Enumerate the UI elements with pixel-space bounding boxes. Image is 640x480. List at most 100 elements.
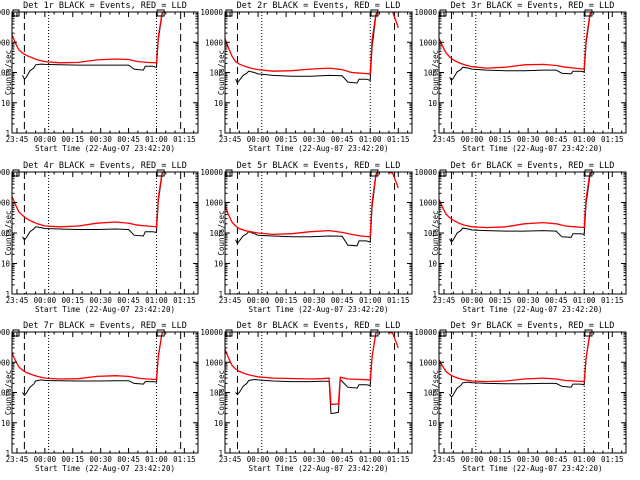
x-axis-label: Start Time (22-Aug-07 23:42:20) (35, 464, 175, 473)
series-line-events (449, 12, 592, 82)
x-tick-label: 01:15 (387, 135, 410, 144)
y-tick-label: 10000 (414, 328, 437, 337)
x-tick-label: 00:45 (545, 296, 568, 305)
x-tick-label: 01:15 (173, 135, 196, 144)
chart-panel-6: Det 6r BLACK = Events, RED = LLD 1 10 100 10… (414, 161, 627, 314)
chart-panel-7: Det 7r BLACK = Events, RED = LLD 1 10 100 10… (0, 321, 199, 473)
y-tick-label: 100 (423, 229, 437, 238)
chart-title: Det 1r BLACK = Events, RED = LLD (23, 1, 187, 11)
y-tick-label: 10000 (0, 168, 10, 177)
y-tick-label: 10 (428, 419, 438, 428)
y-tick-label: 10 (1, 260, 11, 269)
y-tick-label: 10000 (200, 328, 223, 337)
chart-title: Det 6r BLACK = Events, RED = LLD (451, 161, 615, 171)
x-tick-label: 23:45 (219, 296, 242, 305)
y-tick-label: 100 (423, 69, 437, 78)
x-tick-label: 01:00 (359, 296, 382, 305)
y-tick-label: 100 (423, 389, 437, 398)
x-tick-label: 00:15 (275, 455, 298, 464)
y-axis-label: Counts/sec (217, 370, 226, 415)
y-tick-label: 1 (432, 290, 437, 299)
y-tick-label: 1000 (0, 358, 10, 367)
x-axis-label: Start Time (22-Aug-07 23:42:20) (463, 144, 603, 153)
series-group (439, 332, 592, 399)
x-tick-label: 23:45 (433, 135, 456, 144)
plot-frame (438, 11, 627, 134)
chart-title: Det 7r BLACK = Events, RED = LLD (23, 321, 187, 331)
y-tick-label: 1000 (205, 38, 224, 47)
y-tick-label: 10000 (200, 8, 223, 17)
chart-panel-1: Det 1r BLACK = Events, RED = LLD 1 10 100 10… (0, 1, 199, 153)
series-line-lld (225, 172, 399, 238)
x-tick-label: 00:45 (117, 455, 140, 464)
chart-panel-8: Det 8r BLACK = Events, RED = LLD 1 10 100 10… (200, 321, 413, 473)
x-tick-label: 00:00 (461, 455, 484, 464)
x-tick-label: 00:30 (303, 296, 326, 305)
x-tick-label: 00:15 (61, 455, 84, 464)
y-tick-label: 1 (5, 129, 10, 138)
y-tick-label: 1 (218, 290, 223, 299)
x-tick-label: 00:45 (545, 455, 568, 464)
x-axis-label: Start Time (22-Aug-07 23:42:20) (249, 305, 389, 314)
corner-box-marker (584, 9, 593, 17)
y-tick-label: 10 (428, 260, 438, 269)
x-tick-label: 23:45 (433, 455, 456, 464)
plot-frame (438, 171, 627, 295)
x-tick-label: 00:30 (89, 455, 112, 464)
chart-panel-5: Det 5r BLACK = Events, RED = LLD 1 10 100 10… (200, 161, 413, 314)
series-line-lld (12, 332, 164, 381)
y-tick-label: 10000 (414, 8, 437, 17)
y-tick-label: 100 (0, 389, 10, 398)
series-group (225, 172, 399, 247)
x-tick-label: 01:00 (573, 296, 596, 305)
x-tick-label: 01:00 (145, 296, 168, 305)
y-axis-label: Counts/sec (4, 370, 13, 415)
x-tick-label: 00:45 (117, 135, 140, 144)
chart-title: Det 2r BLACK = Events, RED = LLD (237, 1, 401, 11)
x-tick-label: 01:15 (387, 455, 410, 464)
x-tick-label: 00:00 (461, 296, 484, 305)
x-tick-label: 00:15 (489, 135, 512, 144)
y-tick-label: 100 (0, 69, 10, 78)
x-tick-label: 00:45 (545, 135, 568, 144)
series-line-events (235, 12, 386, 84)
series-group (12, 172, 164, 241)
x-axis-label: Start Time (22-Aug-07 23:42:20) (35, 305, 175, 314)
chart-title: Det 8r BLACK = Events, RED = LLD (237, 321, 401, 331)
x-tick-label: 01:15 (601, 455, 624, 464)
series-group (225, 332, 399, 415)
x-tick-label: 00:30 (517, 455, 540, 464)
x-tick-label: 00:30 (303, 455, 326, 464)
x-tick-label: 00:00 (247, 455, 270, 464)
series-group (225, 12, 399, 84)
series-line-lld (225, 332, 399, 406)
series-group (12, 332, 164, 397)
series-line-lld (439, 172, 592, 229)
y-tick-label: 1 (218, 449, 223, 458)
corner-box-marker (370, 169, 379, 177)
y-axis-label: Counts/sec (431, 370, 440, 415)
plot-frame (11, 171, 199, 295)
y-tick-label: 1000 (0, 199, 10, 208)
x-tick-label: 00:15 (489, 455, 512, 464)
y-axis-label: Counts/sec (217, 50, 226, 95)
y-axis-label: Counts/sec (4, 50, 13, 95)
x-tick-label: 00:15 (275, 135, 298, 144)
corner-box-marker (156, 169, 165, 177)
y-tick-label: 1000 (419, 358, 438, 367)
y-tick-label: 100 (209, 389, 223, 398)
y-tick-label: 100 (0, 229, 10, 238)
x-tick-label: 00:30 (89, 296, 112, 305)
x-tick-label: 00:00 (34, 455, 57, 464)
y-axis-label: Counts/sec (4, 210, 13, 255)
plot-frame (224, 331, 413, 454)
x-tick-label: 00:45 (331, 135, 354, 144)
chart-title: Det 9r BLACK = Events, RED = LLD (451, 321, 615, 331)
y-axis-label: Counts/sec (431, 50, 440, 95)
y-tick-label: 1000 (419, 199, 438, 208)
x-tick-label: 00:00 (247, 135, 270, 144)
x-axis-label: Start Time (22-Aug-07 23:42:20) (35, 144, 175, 153)
chart-panel-2: Det 2r BLACK = Events, RED = LLD 1 10 100 10… (200, 1, 413, 153)
chart-title: Det 3r BLACK = Events, RED = LLD (451, 1, 615, 11)
series-group (439, 12, 592, 82)
